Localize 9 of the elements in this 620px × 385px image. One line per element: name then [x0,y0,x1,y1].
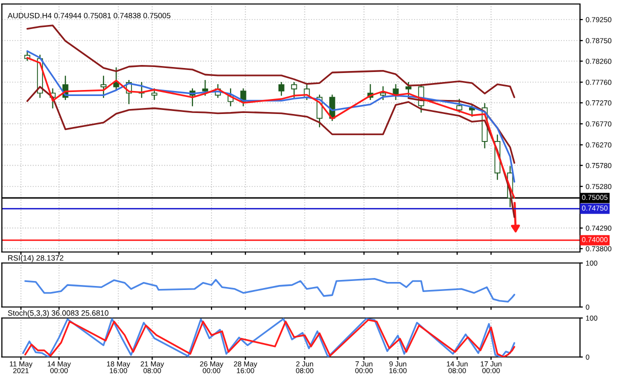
line-series [24,278,516,303]
candlestick [291,82,298,98]
line-series [26,86,516,218]
candlestick [100,76,106,98]
candlestick [151,88,158,100]
candlestick [278,82,284,96]
candlestick [406,82,412,98]
candlestick [380,86,386,100]
candlestick [202,80,208,96]
